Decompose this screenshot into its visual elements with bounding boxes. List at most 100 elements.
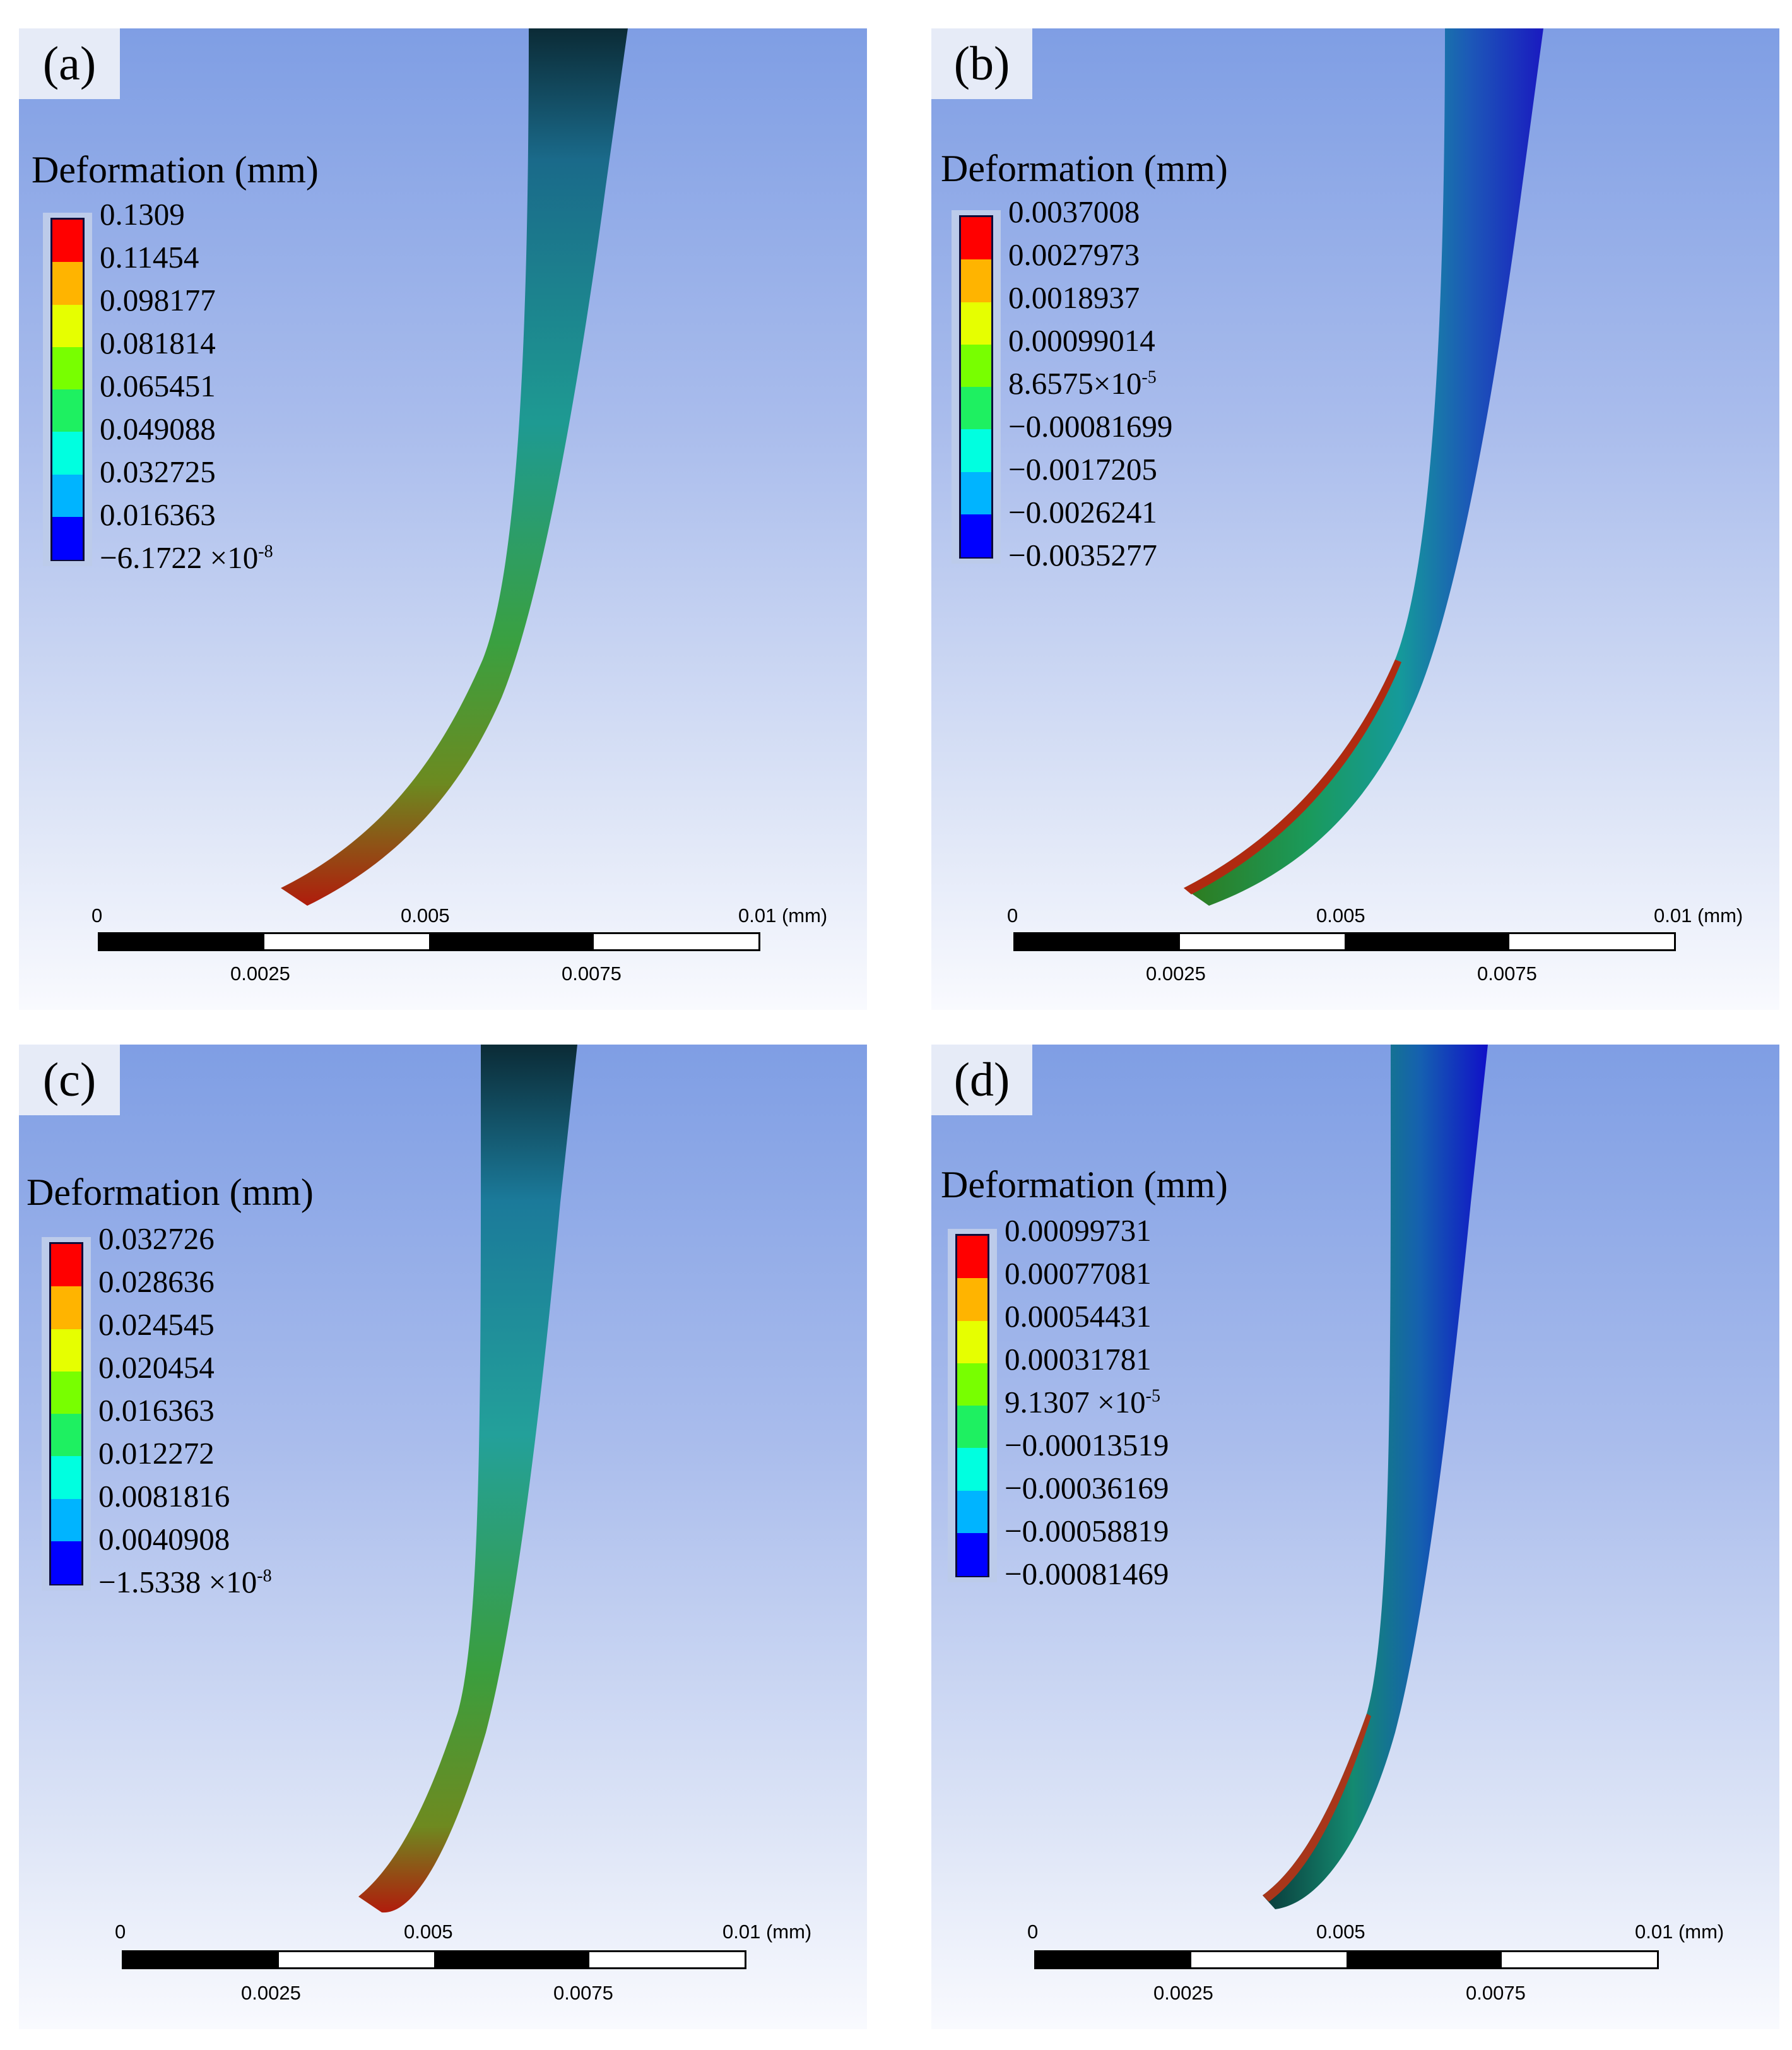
legend-value-label: 0.0081816 <box>98 1479 230 1514</box>
scale-tick-0: 0 <box>1027 1921 1039 1943</box>
legend-title: Deformation (mm) <box>27 1171 314 1213</box>
deformed-beam-shape <box>1263 1045 1488 1909</box>
legend-colorbar <box>959 215 993 559</box>
legend-value-label: 0.00099014 <box>1008 323 1155 358</box>
legend-value-label: −0.00013519 <box>1005 1428 1169 1462</box>
legend-title: Deformation (mm) <box>32 149 319 191</box>
deformed-beam-shape <box>358 1045 577 1913</box>
legend-color-cell <box>52 304 83 348</box>
legend-value-label: 0.00077081 <box>1005 1256 1152 1291</box>
legend-value-label: 0.00031781 <box>1005 1342 1152 1377</box>
legend-value-label: 0.012272 <box>98 1436 215 1471</box>
legend-color-cell <box>957 1448 987 1491</box>
deformed-beam-shape <box>281 28 628 906</box>
scale-tick-end: 0.01 (mm) <box>1654 904 1743 927</box>
legend-color-cell <box>52 432 83 475</box>
legend-value-label: 8.6575×10-5 <box>1008 366 1157 401</box>
legend-color-cell <box>51 1541 81 1584</box>
panel-label: (d) <box>931 1045 1032 1115</box>
legend-colorbar <box>49 1242 83 1585</box>
panel-a: (a) Deformation (mm) 0.1309 0.11454 0.0981… <box>19 28 867 1010</box>
scale-tick-q3: 0.0075 <box>1477 963 1537 985</box>
scale-tick-end: 0.01 (mm) <box>1635 1921 1724 1943</box>
panel-label: (a) <box>19 28 120 99</box>
legend-color-cell <box>51 1244 81 1287</box>
legend-colorbar-frame <box>948 1229 997 1582</box>
deformed-beam-shape <box>1184 28 1543 906</box>
legend-value-label: 0.065451 <box>100 369 216 403</box>
legend-value-label: −0.00058819 <box>1005 1514 1169 1548</box>
panel-b: (b) Deformation (mm) 0.0037008 0.0027973 0… <box>931 28 1779 1010</box>
legend-value-label: 0.020454 <box>98 1350 215 1385</box>
legend-color-cell <box>957 1490 987 1534</box>
scale-bar <box>98 932 760 951</box>
legend-color-cell <box>52 516 83 560</box>
legend-color-cell <box>957 1363 987 1406</box>
legend-color-cell <box>957 1236 987 1279</box>
legend-value-label: 0.028636 <box>98 1264 215 1299</box>
legend-color-cell <box>51 1286 81 1329</box>
legend-value-label: 0.1309 <box>100 197 185 232</box>
scale-bar <box>122 1950 746 1969</box>
scale-tick-q3: 0.0075 <box>562 963 622 985</box>
legend-color-cell <box>961 344 991 388</box>
legend-color-cell <box>52 262 83 305</box>
legend-value-label: 0.032726 <box>98 1221 215 1256</box>
legend-value-label: 0.00099731 <box>1005 1213 1152 1248</box>
scale-tick-q1: 0.0025 <box>241 1982 301 2004</box>
legend-color-cell <box>51 1329 81 1372</box>
legend-color-cell <box>52 220 83 263</box>
legend-color-cell <box>51 1414 81 1457</box>
legend-value-label: −0.0035277 <box>1008 538 1157 572</box>
scale-bar <box>1034 1950 1659 1969</box>
legend-value-label: −0.0026241 <box>1008 495 1157 530</box>
scale-tick-mid: 0.005 <box>1316 1921 1365 1943</box>
legend-color-cell <box>957 1320 987 1364</box>
legend-colorbar-frame <box>43 213 92 566</box>
legend-color-cell <box>52 474 83 518</box>
legend-color-cell <box>961 259 991 302</box>
legend-value-label: −0.00036169 <box>1005 1471 1169 1505</box>
legend-color-cell <box>961 302 991 345</box>
legend-color-cell <box>961 387 991 430</box>
scale-tick-end: 0.01 (mm) <box>738 904 828 927</box>
legend-value-label: 0.0037008 <box>1008 194 1140 229</box>
scale-tick-q3: 0.0075 <box>553 1982 613 2004</box>
scale-tick-q3: 0.0075 <box>1466 1982 1526 2004</box>
legend-color-cell <box>51 1371 81 1414</box>
legend-value-label: −0.00081469 <box>1005 1556 1169 1591</box>
legend-color-cell <box>961 217 991 260</box>
legend-color-cell <box>957 1406 987 1449</box>
panel-d: (d) Deformation (mm) 0.00099731 0.0007708… <box>931 1045 1779 2029</box>
legend-value-label: 0.00054431 <box>1005 1299 1152 1334</box>
legend-value-label: 0.049088 <box>100 412 216 446</box>
legend-color-cell <box>51 1456 81 1499</box>
legend-colorbar-frame <box>42 1237 91 1591</box>
legend-color-cell <box>961 429 991 472</box>
legend-colorbar-frame <box>952 210 1001 564</box>
legend-title: Deformation (mm) <box>941 148 1228 189</box>
legend-value-label: 0.0027973 <box>1008 237 1140 272</box>
panel-label: (b) <box>931 28 1032 99</box>
scale-bar <box>1013 932 1676 951</box>
scale-tick-q1: 0.0025 <box>1153 1982 1213 2004</box>
legend-title: Deformation (mm) <box>941 1164 1228 1206</box>
legend-value-label: 0.024545 <box>98 1307 215 1342</box>
legend-color-cell <box>957 1532 987 1576</box>
legend-value-label: 0.0018937 <box>1008 280 1140 315</box>
legend-value-label: 9.1307 ×10-5 <box>1005 1385 1160 1419</box>
legend-value-label: 0.032725 <box>100 454 216 489</box>
legend-value-label: −6.1722 ×10-8 <box>100 540 273 575</box>
legend-value-label: −0.0017205 <box>1008 452 1157 487</box>
scale-tick-mid: 0.005 <box>401 904 450 927</box>
scale-tick-0: 0 <box>1007 904 1018 927</box>
scale-tick-mid: 0.005 <box>1316 904 1365 927</box>
legend-value-label: 0.098177 <box>100 283 216 317</box>
legend-value-label: −1.5338 ×10-8 <box>98 1565 272 1599</box>
legend-color-cell <box>52 389 83 432</box>
legend-colorbar <box>50 218 85 561</box>
legend-value-label: −0.00081699 <box>1008 409 1173 444</box>
scale-tick-q1: 0.0025 <box>1146 963 1206 985</box>
legend-value-label: 0.081814 <box>100 326 216 360</box>
scale-tick-end: 0.01 (mm) <box>722 1921 812 1943</box>
